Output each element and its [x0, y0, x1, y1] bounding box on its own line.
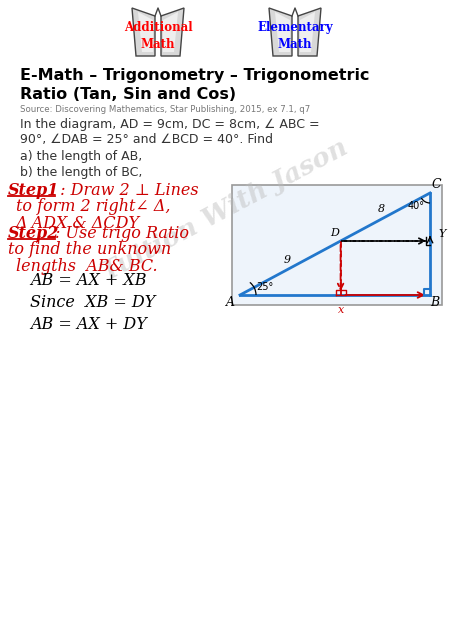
Polygon shape: [269, 8, 292, 56]
Text: Tuition With Jason: Tuition With Jason: [98, 134, 352, 285]
Text: b) the length of BC,: b) the length of BC,: [20, 166, 142, 179]
Text: E-Math – Trigonometry – Trigonometric
Ratio (Tan, Sin and Cos): E-Math – Trigonometry – Trigonometric Ra…: [20, 68, 370, 102]
Text: x: x: [338, 305, 345, 315]
Text: B: B: [430, 296, 439, 309]
Text: to form 2 right∠ Δ,: to form 2 right∠ Δ,: [16, 198, 170, 215]
Text: Since  XB = DY: Since XB = DY: [30, 294, 155, 311]
Bar: [232, 185, 442, 305]
Text: Step2: Step2: [8, 225, 59, 242]
Polygon shape: [132, 8, 155, 56]
Text: AB = AX + XB: AB = AX + XB: [30, 272, 146, 289]
Polygon shape: [138, 12, 153, 52]
Text: Source: Discovering Mathematics, Star Publishing, 2015, ex 7.1, q7: Source: Discovering Mathematics, Star Pu…: [20, 105, 310, 114]
Text: 25°: 25°: [256, 282, 273, 292]
Text: a) the length of AB,: a) the length of AB,: [20, 150, 142, 163]
Text: AB = AX + DY: AB = AX + DY: [30, 316, 147, 333]
Polygon shape: [300, 12, 315, 52]
Text: 9: 9: [284, 255, 291, 266]
Text: lengths  AB& BC.: lengths AB& BC.: [16, 258, 158, 275]
Polygon shape: [275, 12, 290, 52]
Polygon shape: [161, 8, 184, 56]
Polygon shape: [163, 12, 178, 52]
Text: Additional
Math: Additional Math: [124, 21, 193, 51]
Text: 40°: 40°: [408, 201, 425, 211]
Text: Step1: Step1: [8, 182, 59, 199]
Text: : Draw 2 ⊥ Lines: : Draw 2 ⊥ Lines: [55, 182, 198, 199]
Text: 90°, ∠DAB = 25° and ∠BCD = 40°. Find: 90°, ∠DAB = 25° and ∠BCD = 40°. Find: [20, 133, 273, 146]
Text: Elementary
Math: Elementary Math: [257, 21, 333, 51]
Text: D: D: [330, 228, 338, 238]
Text: 8: 8: [378, 204, 386, 214]
Text: to find the unknown: to find the unknown: [8, 241, 171, 258]
Polygon shape: [298, 8, 321, 56]
Text: Y: Y: [438, 229, 445, 239]
Text: A: A: [226, 296, 235, 309]
Text: In the diagram, AD = 9cm, DC = 8cm, ∠ ABC =: In the diagram, AD = 9cm, DC = 8cm, ∠ AB…: [20, 118, 320, 131]
Text: C: C: [431, 178, 441, 191]
Text: : Use trigo Ratio: : Use trigo Ratio: [55, 225, 189, 242]
Text: Δ ADX & ΔCDY: Δ ADX & ΔCDY: [16, 215, 140, 232]
